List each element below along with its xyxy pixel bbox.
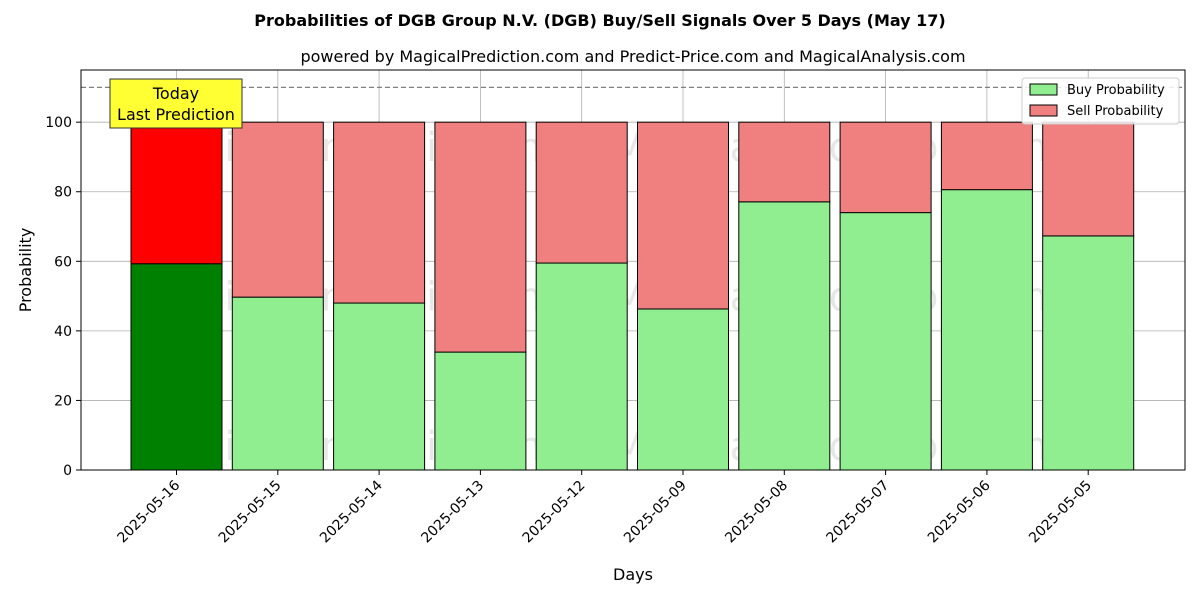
x-tick-label: 2025-05-12 (520, 478, 589, 547)
y-axis-label: Probability (16, 228, 35, 313)
x-tick-label: 2025-05-08 (722, 478, 791, 547)
legend-box (1021, 77, 1180, 125)
bar-sell-2025-05-16 (130, 121, 223, 265)
bar-buy-2025-05-06 (940, 189, 1033, 471)
bar-sell-2025-05-07 (839, 121, 932, 214)
bar-sell-2025-05-13 (434, 121, 527, 353)
bar-buy-2025-05-16 (130, 263, 223, 471)
bar-buy-2025-05-15 (231, 296, 324, 471)
bars (130, 121, 1135, 471)
bar-buy-2025-05-05 (1042, 235, 1135, 471)
plot-frame (80, 69, 1186, 471)
legend-label: Sell Probability (1067, 104, 1164, 119)
x-tick-label: 2025-05-16 (114, 477, 183, 546)
x-tick-label: 2025-05-07 (824, 478, 893, 547)
bar-buy-2025-05-12 (535, 262, 628, 471)
annotation-line: Last Prediction (117, 105, 235, 124)
bar-sell-2025-05-08 (738, 121, 831, 203)
x-tick-label: 2025-05-14 (317, 477, 386, 546)
bar-sell-2025-05-14 (333, 121, 426, 304)
bar-sell-2025-05-12 (535, 121, 628, 264)
bar-sell-2025-05-05 (1042, 121, 1135, 237)
legend-label: Buy Probability (1067, 83, 1165, 98)
chart-subtitle: powered by MagicalPrediction.com and Pre… (300, 47, 965, 66)
bar-sell-2025-05-06 (940, 121, 1033, 191)
annotation-box (109, 78, 243, 129)
x-axis-label: Days (613, 565, 653, 584)
legend-swatch (1029, 83, 1058, 96)
x-tick-label: 2025-05-05 (1026, 478, 1095, 547)
bar-sell-2025-05-15 (231, 121, 324, 298)
y-tick-label: 100 (45, 115, 72, 131)
y-tick-label: 40 (54, 324, 72, 340)
bar-buy-2025-05-14 (333, 302, 426, 471)
bar-sell-2025-05-09 (637, 121, 729, 310)
today-annotation: Today Last Prediction (109, 78, 243, 129)
bar-buy-2025-05-13 (434, 351, 527, 471)
x-axis: 2025-05-16 2025-05-15 2025-05-14 2025-05-13… (114, 470, 1095, 546)
y-tick-label: 80 (54, 185, 72, 201)
y-tick-label: 20 (54, 393, 72, 409)
bar-buy-2025-05-07 (839, 212, 932, 471)
y-tick-label: 60 (54, 254, 72, 270)
bar-buy-2025-05-09 (637, 308, 729, 471)
x-tick-label: 2025-05-06 (925, 477, 994, 546)
annotation-line: Today (152, 84, 199, 103)
x-tick-label: 2025-05-09 (621, 478, 690, 547)
legend-swatch (1029, 104, 1058, 117)
y-axis: 0 20 40 60 80 100 (45, 115, 81, 479)
x-tick-label: 2025-05-15 (216, 478, 285, 547)
x-tick-label: 2025-05-13 (418, 478, 487, 547)
legend: Buy Probability Sell Probability (1021, 77, 1180, 125)
chart-title: Probabilities of DGB Group N.V. (DGB) Bu… (254, 11, 946, 30)
y-tick-label: 0 (63, 463, 72, 479)
bar-buy-2025-05-08 (738, 201, 831, 471)
